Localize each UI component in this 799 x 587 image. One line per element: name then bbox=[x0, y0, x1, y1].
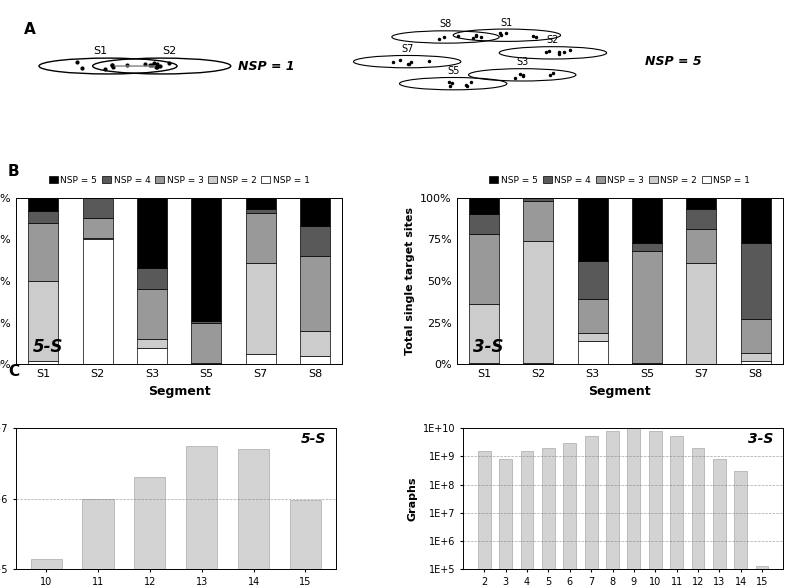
Text: 5-S: 5-S bbox=[300, 432, 326, 446]
Bar bbox=[542, 448, 555, 587]
Bar bbox=[246, 198, 276, 210]
Bar bbox=[741, 361, 771, 365]
Bar bbox=[82, 239, 113, 365]
Bar bbox=[246, 263, 276, 354]
Bar bbox=[563, 443, 576, 587]
Bar bbox=[82, 218, 113, 238]
Bar bbox=[246, 354, 276, 365]
Bar bbox=[627, 428, 640, 587]
Bar bbox=[192, 323, 221, 363]
Bar bbox=[82, 498, 113, 587]
Bar bbox=[28, 222, 58, 281]
Bar bbox=[578, 198, 607, 261]
Bar bbox=[756, 566, 769, 587]
Bar bbox=[469, 198, 499, 214]
Bar bbox=[523, 198, 553, 201]
Bar bbox=[134, 477, 165, 587]
Bar bbox=[578, 261, 607, 299]
Bar bbox=[246, 210, 276, 212]
Text: NSP = 1: NSP = 1 bbox=[238, 59, 295, 73]
Y-axis label: Total single target sites: Total single target sites bbox=[404, 207, 415, 355]
Bar bbox=[137, 339, 167, 348]
Text: S1: S1 bbox=[93, 46, 107, 56]
Text: S1: S1 bbox=[501, 18, 513, 28]
Bar bbox=[578, 333, 607, 341]
Bar bbox=[192, 363, 221, 365]
Text: S8: S8 bbox=[439, 19, 451, 29]
Bar bbox=[28, 198, 58, 211]
Bar bbox=[741, 198, 771, 243]
Bar bbox=[300, 356, 330, 365]
Bar bbox=[606, 431, 619, 587]
Bar bbox=[713, 459, 725, 587]
Bar bbox=[28, 281, 58, 361]
Text: 5-S: 5-S bbox=[32, 338, 63, 356]
Bar bbox=[137, 268, 167, 289]
X-axis label: Segment: Segment bbox=[589, 384, 651, 397]
Bar bbox=[692, 448, 705, 587]
Bar bbox=[469, 304, 499, 363]
Bar bbox=[192, 321, 221, 323]
Text: S2: S2 bbox=[162, 46, 177, 56]
Text: S5: S5 bbox=[447, 66, 459, 76]
Text: S2: S2 bbox=[547, 35, 559, 45]
Bar bbox=[478, 451, 491, 587]
Bar bbox=[300, 198, 330, 226]
Text: B: B bbox=[8, 164, 20, 180]
Bar bbox=[632, 363, 662, 365]
Bar bbox=[469, 363, 499, 365]
Legend: NSP = 5, NSP = 4, NSP = 3, NSP = 2, NSP = 1: NSP = 5, NSP = 4, NSP = 3, NSP = 2, NSP … bbox=[45, 173, 313, 188]
Text: C: C bbox=[8, 364, 19, 379]
Bar bbox=[632, 251, 662, 363]
Bar bbox=[523, 363, 553, 365]
Bar bbox=[632, 243, 662, 251]
Bar bbox=[137, 198, 167, 268]
Text: S3: S3 bbox=[516, 57, 528, 67]
Bar bbox=[300, 226, 330, 256]
Bar bbox=[192, 198, 221, 321]
Text: 3-S: 3-S bbox=[473, 338, 503, 356]
Legend: NSP = 5, NSP = 4, NSP = 3, NSP = 2, NSP = 1: NSP = 5, NSP = 4, NSP = 3, NSP = 2, NSP … bbox=[486, 173, 754, 188]
Bar bbox=[670, 436, 683, 587]
Bar bbox=[30, 559, 62, 587]
Bar bbox=[741, 353, 771, 361]
Bar bbox=[300, 256, 330, 331]
Text: NSP = 5: NSP = 5 bbox=[645, 55, 702, 68]
Bar bbox=[137, 348, 167, 365]
Bar bbox=[82, 198, 113, 218]
X-axis label: Segment: Segment bbox=[148, 384, 210, 397]
Bar bbox=[632, 198, 662, 243]
Bar bbox=[734, 471, 747, 587]
Bar bbox=[585, 436, 598, 587]
Text: 3-S: 3-S bbox=[748, 432, 773, 446]
Bar bbox=[686, 198, 717, 210]
Bar bbox=[300, 331, 330, 356]
Bar bbox=[82, 238, 113, 239]
Bar bbox=[523, 201, 553, 241]
Bar bbox=[578, 299, 607, 333]
Bar bbox=[741, 319, 771, 353]
Bar bbox=[137, 289, 167, 339]
Bar bbox=[741, 243, 771, 319]
Bar bbox=[686, 210, 717, 230]
Bar bbox=[28, 211, 58, 222]
Bar bbox=[499, 459, 512, 587]
Text: A: A bbox=[24, 22, 35, 37]
Y-axis label: Graphs: Graphs bbox=[407, 477, 418, 521]
Bar bbox=[649, 431, 662, 587]
Text: S7: S7 bbox=[401, 44, 413, 54]
Bar bbox=[686, 230, 717, 263]
Bar bbox=[521, 451, 534, 587]
Bar bbox=[523, 241, 553, 363]
Bar bbox=[469, 214, 499, 234]
Bar bbox=[469, 234, 499, 304]
Bar bbox=[186, 446, 217, 587]
Bar bbox=[28, 361, 58, 365]
Bar bbox=[246, 212, 276, 263]
Bar bbox=[686, 263, 717, 365]
Bar bbox=[578, 341, 607, 365]
Bar bbox=[290, 500, 321, 587]
Bar bbox=[238, 449, 269, 587]
